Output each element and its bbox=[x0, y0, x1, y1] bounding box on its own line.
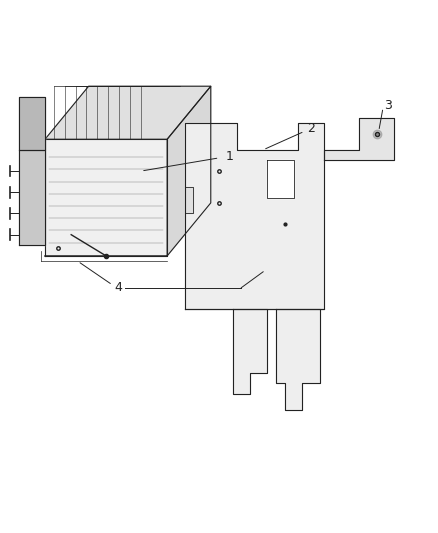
Polygon shape bbox=[323, 118, 393, 160]
Text: 1: 1 bbox=[226, 150, 233, 163]
Polygon shape bbox=[45, 86, 210, 139]
Polygon shape bbox=[184, 123, 323, 309]
Text: 4: 4 bbox=[114, 281, 121, 294]
Polygon shape bbox=[19, 97, 45, 150]
Polygon shape bbox=[45, 139, 167, 256]
Polygon shape bbox=[184, 187, 193, 214]
Text: 3: 3 bbox=[384, 99, 392, 112]
Polygon shape bbox=[167, 86, 210, 256]
Text: 2: 2 bbox=[306, 122, 314, 135]
Polygon shape bbox=[19, 150, 45, 245]
Polygon shape bbox=[267, 160, 293, 198]
Polygon shape bbox=[232, 309, 267, 394]
Polygon shape bbox=[276, 309, 319, 410]
